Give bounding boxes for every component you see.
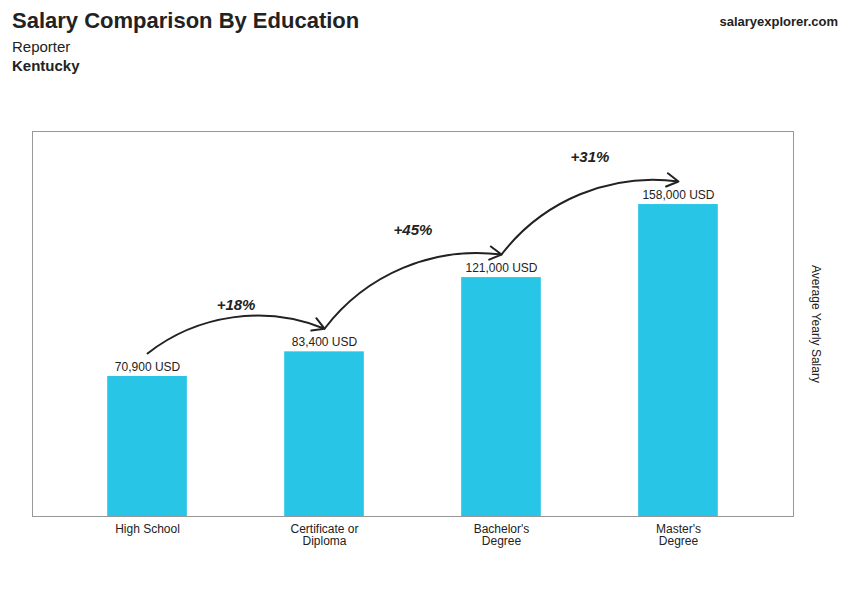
svg-text:70,900 USD: 70,900 USD <box>115 360 181 374</box>
svg-text:121,000 USD: 121,000 USD <box>465 261 537 275</box>
svg-text:+18%: +18% <box>217 296 256 313</box>
svg-text:158,000 USD: 158,000 USD <box>642 188 714 202</box>
svg-text:High School: High School <box>115 522 180 536</box>
svg-text:+31%: +31% <box>571 148 610 165</box>
svg-text:Certificate orDiploma: Certificate orDiploma <box>290 522 358 548</box>
svg-text:Master'sDegree: Master'sDegree <box>656 522 701 548</box>
html-text:Reporter: Reporter <box>12 38 71 55</box>
html-text:Salary Comparison By Education: Salary Comparison By Education <box>12 8 360 33</box>
html-text:salaryexplorer.com: salaryexplorer.com <box>719 14 838 29</box>
svg-text:Bachelor'sDegree: Bachelor'sDegree <box>474 522 530 548</box>
html-text:Kentucky: Kentucky <box>12 57 80 74</box>
svg-text:+45%: +45% <box>394 221 433 238</box>
svg-text:83,400 USD: 83,400 USD <box>292 335 358 349</box>
svg-text:Average Yearly Salary: Average Yearly Salary <box>809 265 823 383</box>
